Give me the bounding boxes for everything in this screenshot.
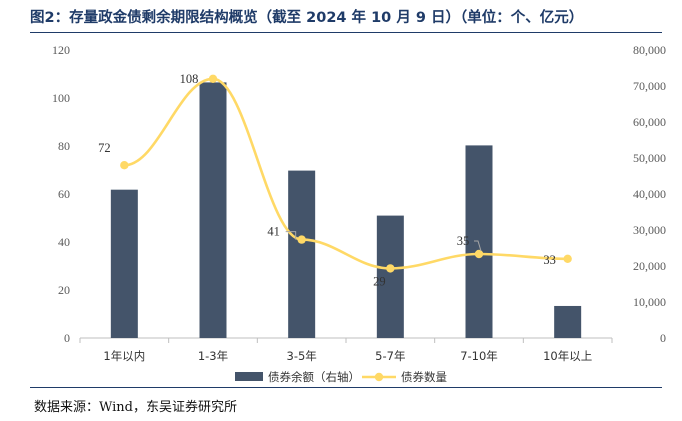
data-label: 33 bbox=[543, 253, 556, 267]
data-label: 108 bbox=[180, 72, 199, 86]
y-left-tick-label: 20 bbox=[58, 283, 70, 297]
data-label: 29 bbox=[373, 274, 386, 288]
y-left-tick-label: 0 bbox=[64, 331, 70, 345]
bars-layer bbox=[110, 82, 582, 339]
line-point bbox=[386, 264, 395, 273]
chart-title: 图2：存量政金债剩余期限结构概览（截至 2024 年 10 月 9 日）（单位：… bbox=[30, 10, 584, 26]
y-right-tick-label: 40,000 bbox=[633, 187, 666, 201]
y-left-tick-label: 100 bbox=[52, 91, 70, 105]
line-point bbox=[120, 161, 129, 170]
data-label: 35 bbox=[457, 234, 470, 248]
footer-rule bbox=[30, 387, 662, 388]
y-right-tick-label: 30,000 bbox=[633, 223, 666, 237]
legend-line-marker bbox=[374, 372, 384, 382]
label-leader-line bbox=[474, 240, 482, 252]
y-right-tick-label: 60,000 bbox=[633, 115, 666, 129]
x-tick-label: 1年以内 bbox=[103, 349, 145, 363]
data-label: 41 bbox=[267, 225, 280, 239]
line-point bbox=[563, 254, 572, 263]
x-tick-label: 7-10年 bbox=[460, 349, 498, 363]
line-layer bbox=[120, 74, 572, 273]
x-tick-label: 10年以上 bbox=[543, 349, 592, 363]
y-right-tick-label: 50,000 bbox=[633, 151, 666, 165]
legend-label: 债券数量 bbox=[401, 370, 447, 384]
legend-label: 债券余额（右轴） bbox=[268, 370, 360, 384]
bar bbox=[110, 189, 138, 338]
y-right-tick-label: 80,000 bbox=[633, 43, 666, 57]
y-left-tick-label: 120 bbox=[52, 43, 70, 57]
bar bbox=[199, 82, 227, 339]
legend-bar-swatch bbox=[235, 372, 263, 381]
y-left-tick-label: 40 bbox=[58, 235, 70, 249]
x-tick-label: 1-3年 bbox=[198, 349, 228, 363]
series-line bbox=[124, 77, 568, 270]
legend: 债券余额（右轴） 债券数量 bbox=[235, 370, 447, 384]
label-leader-line bbox=[285, 231, 297, 240]
axes-layer: 0 20 40 60 80 100 120 0 10,000 20,000 30,000 40,000… bbox=[52, 43, 666, 363]
title-rule bbox=[30, 32, 662, 33]
y-right-tick-label: 20,000 bbox=[633, 259, 666, 273]
y-left-tick-label: 80 bbox=[58, 139, 70, 153]
x-tick-label: 5-7年 bbox=[375, 349, 405, 363]
labels-layer: 72 108 41 29 35 33 bbox=[98, 72, 556, 289]
bar bbox=[376, 215, 404, 338]
bar bbox=[554, 305, 582, 338]
line-point bbox=[474, 249, 484, 259]
bar bbox=[465, 145, 493, 338]
y-left-tick-label: 60 bbox=[58, 187, 70, 201]
line-point bbox=[297, 235, 306, 244]
y-right-tick-label: 0 bbox=[660, 331, 666, 345]
y-right-tick-label: 70,000 bbox=[633, 79, 666, 93]
source-note: 数据来源：Wind，东吴证券研究所 bbox=[34, 400, 237, 415]
x-tick-label: 3-5年 bbox=[287, 349, 317, 363]
line-point bbox=[208, 74, 218, 84]
bar bbox=[288, 170, 316, 338]
data-label: 72 bbox=[98, 141, 111, 155]
y-right-tick-label: 10,000 bbox=[633, 295, 666, 309]
